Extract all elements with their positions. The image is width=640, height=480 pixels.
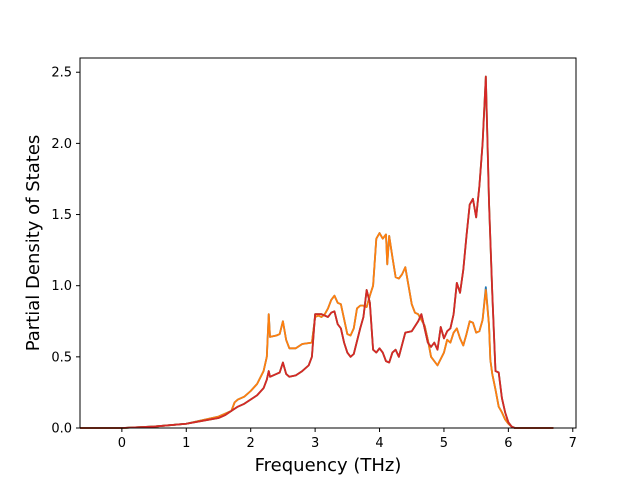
y-tick-label: 0.0 [51, 422, 72, 437]
y-tick-label: 1.0 [51, 279, 72, 294]
series-layer [80, 75, 554, 429]
x-tick-label: 5 [440, 436, 448, 451]
x-axis-label: Frequency (THz) [255, 455, 402, 476]
y-tick-label: 0.5 [51, 350, 72, 365]
x-tick-label: 2 [247, 436, 255, 451]
y-axis: 0.0 0.5 1.0 1.5 2.0 2.5 [51, 66, 80, 437]
x-axis: 0 1 2 3 4 5 6 7 [118, 428, 577, 451]
x-tick-label: 3 [311, 436, 319, 451]
x-tick-label: 1 [182, 436, 190, 451]
y-tick-label: 2.0 [51, 137, 72, 152]
plot-frame [79, 57, 577, 429]
x-tick-label: 7 [569, 436, 577, 451]
y-axis-label: Partial Density of States [23, 135, 44, 352]
y-tick-label: 1.5 [51, 208, 72, 223]
series-line-4 [80, 75, 554, 429]
x-tick-label: 0 [118, 436, 126, 451]
x-tick-label: 6 [504, 436, 512, 451]
x-tick-label: 4 [375, 436, 383, 451]
series-line-2 [80, 232, 554, 429]
y-tick-label: 2.5 [51, 66, 72, 81]
